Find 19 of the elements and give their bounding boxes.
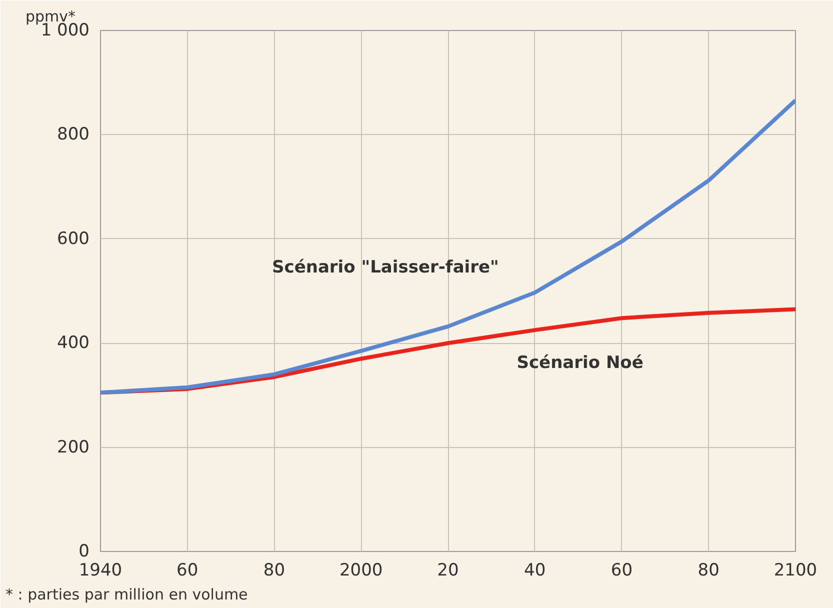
annotation: Scénario "Laisser-faire" <box>272 258 499 278</box>
x-tick-label: 60 <box>176 560 198 580</box>
x-tick-label: 60 <box>610 560 633 580</box>
y-tick-label: 400 <box>57 333 90 354</box>
y-tick-label: 600 <box>57 228 90 249</box>
y-tick-label: 800 <box>57 124 90 145</box>
x-tick-label: 1940 <box>78 560 122 580</box>
y-tick-label: 200 <box>57 437 90 458</box>
y-tick-label: 0 <box>78 542 90 562</box>
x-tick-label: 40 <box>524 560 546 580</box>
text: * : parties par million en volume <box>6 586 248 604</box>
x-tick-label: 2100 <box>774 560 818 580</box>
x-tick-label: 2000 <box>339 560 383 580</box>
annotation: Scénario Noé <box>516 352 644 373</box>
x-tick-label: 80 <box>698 560 720 580</box>
x-tick-label: 20 <box>437 560 459 580</box>
line-series <box>100 98 796 395</box>
x-tick-label: 80 <box>263 560 286 580</box>
y-tick-label: 1 000 <box>40 20 90 40</box>
